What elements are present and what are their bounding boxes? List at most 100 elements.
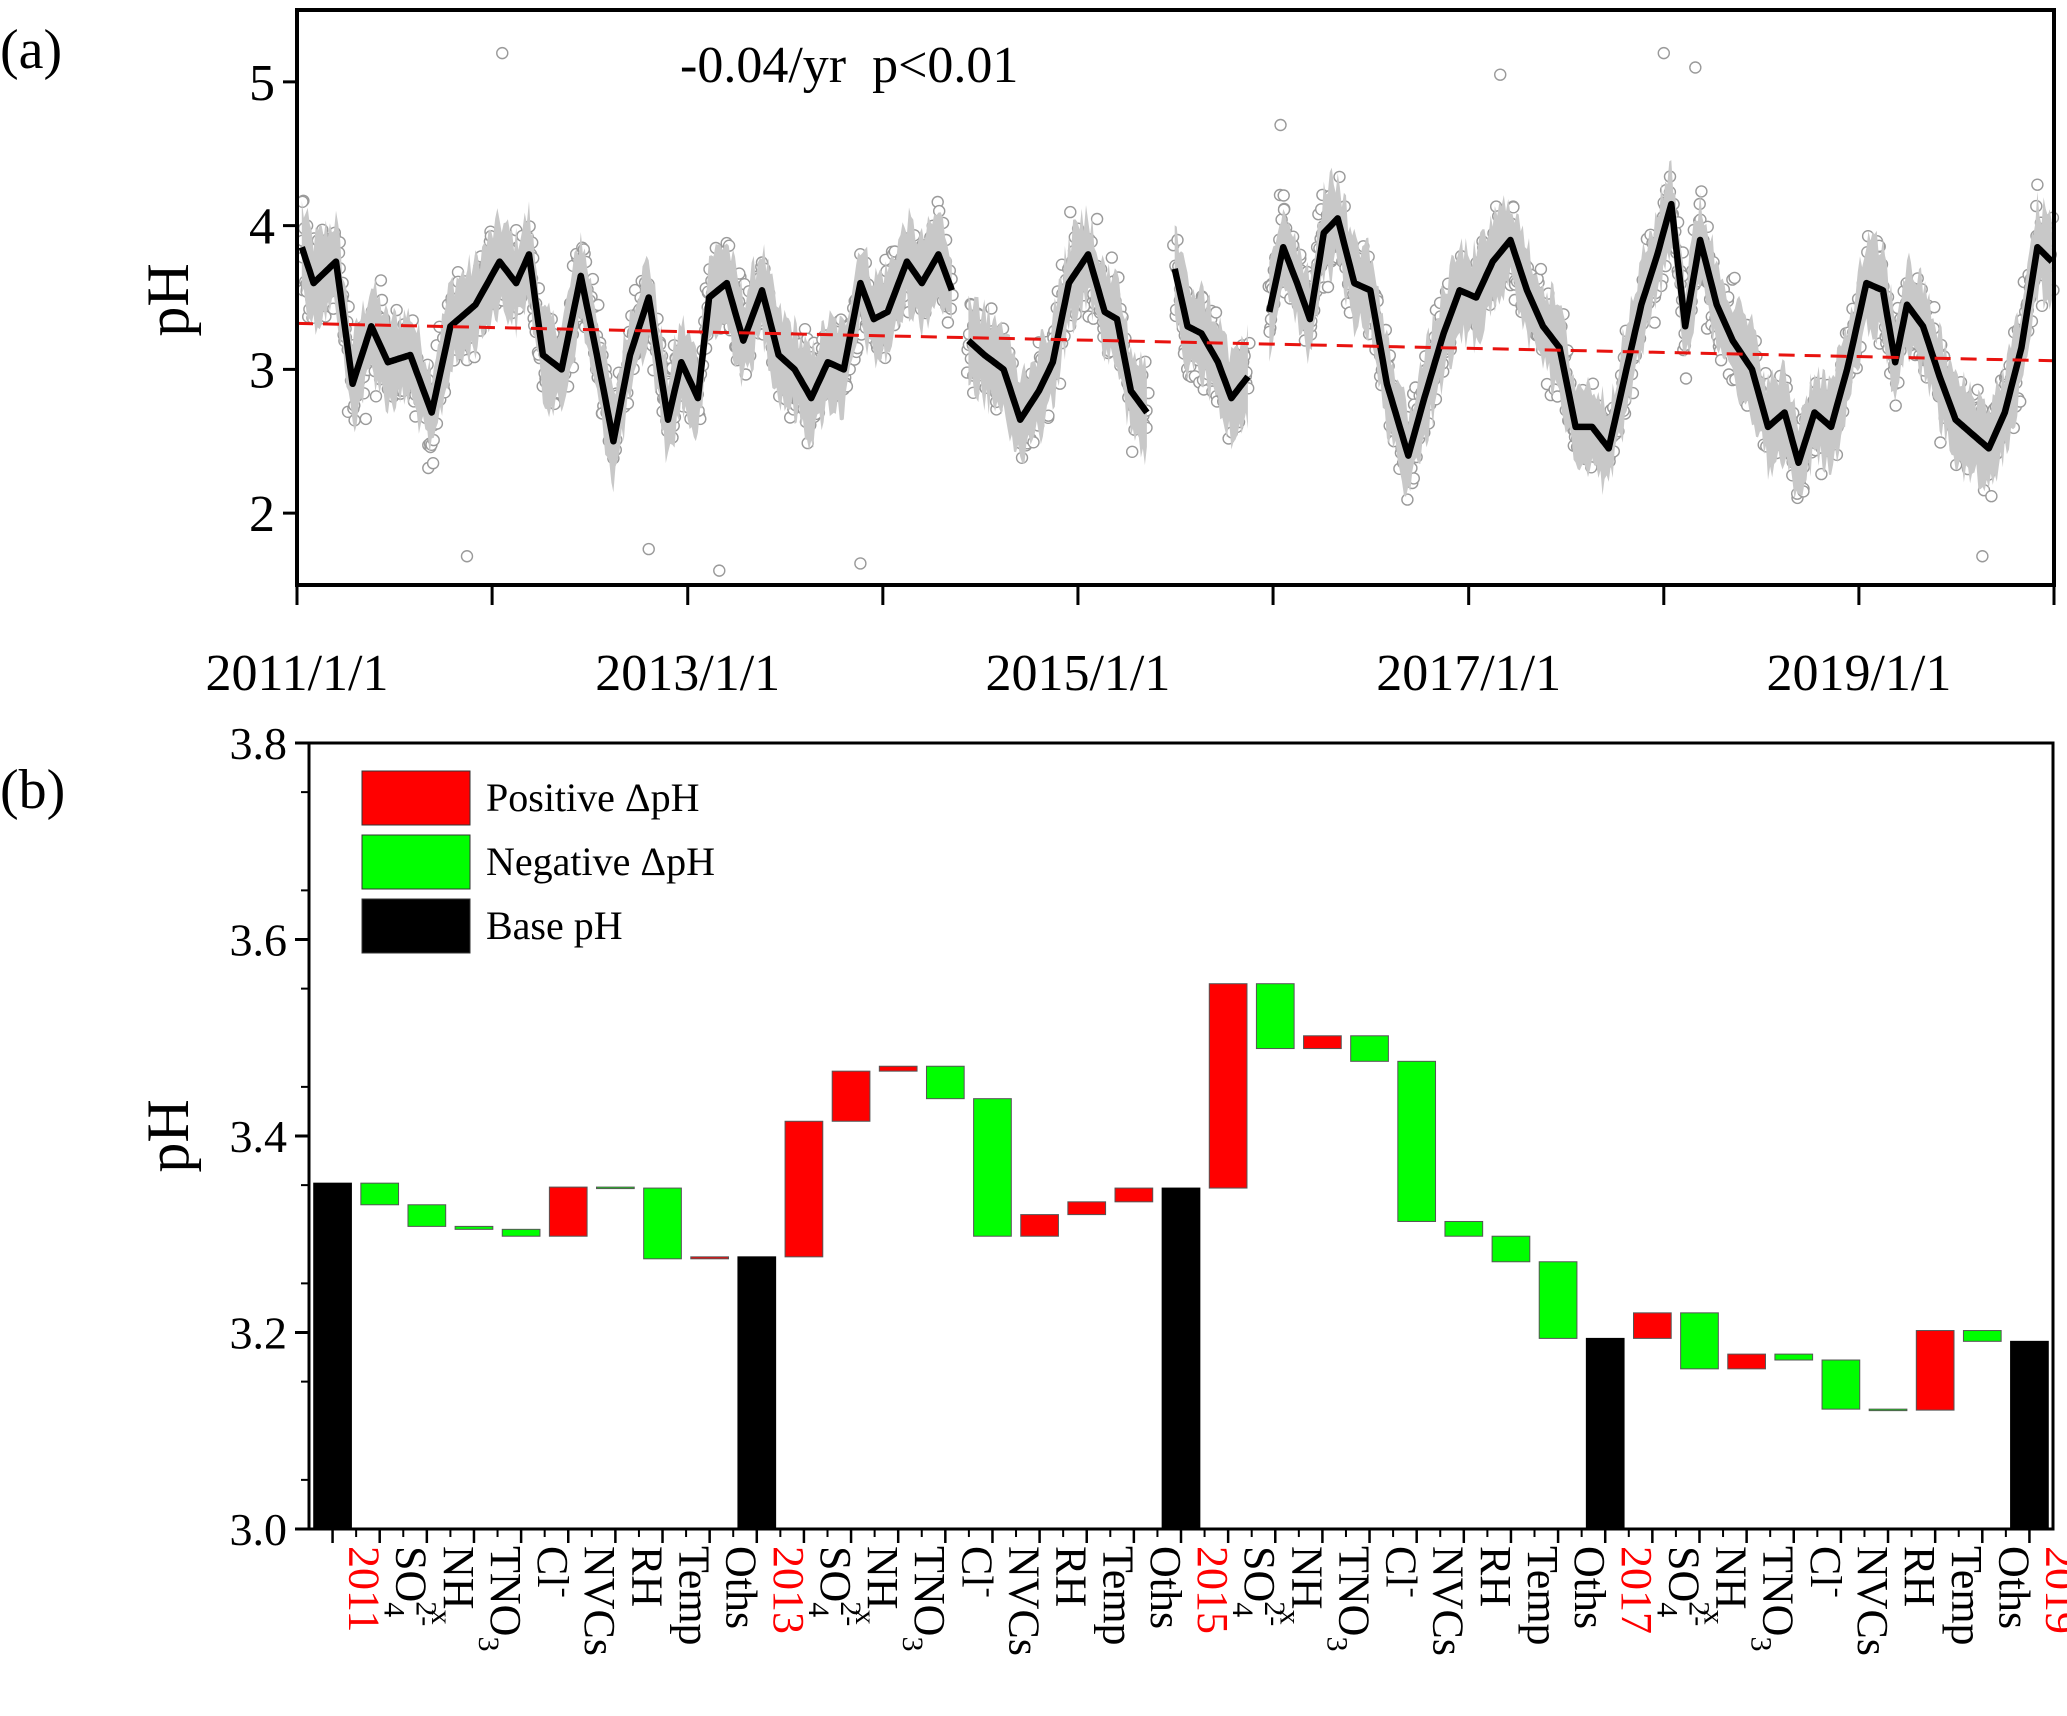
bar-positive <box>1020 1214 1059 1237</box>
y-tick-label: 4 <box>249 199 275 256</box>
category-label: SO42- <box>1226 1546 1291 1626</box>
label-subscript: 4 <box>1226 1602 1259 1617</box>
data-point <box>1985 490 1998 503</box>
category-label-text: Oths <box>1565 1546 1614 1629</box>
category-label: Cl- <box>1377 1546 1431 1598</box>
label-subscript: x <box>1697 1610 1730 1625</box>
bar-negative <box>501 1228 541 1237</box>
category-label-text: SO42- <box>802 1546 867 1626</box>
category-label: Oths <box>1141 1546 1190 1629</box>
label-superscript: 2- <box>1258 1601 1291 1626</box>
category-label-text: NHx <box>425 1546 483 1625</box>
bar-negative <box>1444 1220 1484 1237</box>
data-point <box>1125 445 1139 458</box>
data-point <box>359 412 372 426</box>
data-point <box>1695 185 1708 198</box>
label-subscript: 4 <box>378 1602 411 1617</box>
category-label-text: Cl- <box>1801 1546 1855 1598</box>
y-tick-label: 3.6 <box>230 915 288 966</box>
legend-label: Positive ΔpH <box>486 775 700 820</box>
data-point <box>1277 189 1290 202</box>
category-label: Oths <box>1565 1546 1614 1629</box>
bar-negative <box>973 1098 1012 1237</box>
label-base: TNO <box>905 1546 954 1636</box>
label-base: SO <box>811 1546 860 1602</box>
label-superscript: - <box>549 1588 582 1598</box>
bar-negative <box>643 1187 682 1260</box>
x-tick-label: 2013/1/1 <box>595 645 780 702</box>
category-label-text: Oths <box>1141 1546 1190 1629</box>
label-subscript: 3 <box>896 1636 929 1651</box>
category-label-text: Cl- <box>952 1546 1006 1598</box>
category-label: 2013 <box>764 1546 813 1634</box>
bar-negative <box>1962 1330 2002 1342</box>
label-base: NH <box>434 1546 483 1610</box>
category-label-text: RH <box>622 1546 671 1607</box>
category-label-text: 2015 <box>1188 1546 1237 1634</box>
category-label: NVCs <box>1848 1546 1897 1656</box>
category-label-text: NVCs <box>1424 1546 1473 1656</box>
data-point <box>1090 212 1104 226</box>
data-point <box>1105 251 1119 264</box>
category-label: RH <box>622 1546 671 1607</box>
category-label-text: NVCs <box>575 1546 624 1656</box>
data-point <box>1976 550 1989 563</box>
data-point <box>1657 46 1670 60</box>
data-point <box>460 550 474 563</box>
category-label: TNO3 <box>472 1546 530 1651</box>
bar-positive <box>1208 983 1248 1189</box>
running-mean-line <box>966 251 1150 423</box>
bar-positive <box>1114 1187 1154 1203</box>
bar-positive <box>1632 1312 1672 1339</box>
y-tick-label: 3.2 <box>230 1308 288 1359</box>
category-label-text: TNO3 <box>896 1546 954 1651</box>
bar-negative <box>925 1065 965 1100</box>
label-base: Cl <box>1377 1546 1426 1588</box>
x-axis-ticks <box>331 1529 2031 1543</box>
data-point <box>1321 280 1335 294</box>
category-label: Cl- <box>952 1546 1006 1598</box>
category-label-text: NVCs <box>1848 1546 1897 1656</box>
category-label-text: Oths <box>1989 1546 2038 1629</box>
label-superscript: - <box>1398 1588 1431 1598</box>
running-mean-line <box>1171 268 1251 402</box>
category-label-text: Temp <box>1942 1546 1991 1646</box>
bar-negative <box>407 1204 447 1227</box>
label-subscript: 3 <box>1745 1636 1778 1651</box>
data-point <box>1689 61 1702 74</box>
bar-negative <box>596 1186 635 1190</box>
data-point <box>985 302 998 315</box>
y-axis-ticks: 2 3 4 5 <box>249 55 297 543</box>
y-tick-label: 3.4 <box>230 1111 288 1162</box>
category-label: 2019 <box>2036 1546 2067 1634</box>
data-point <box>2031 178 2044 191</box>
category-label-text: NHx <box>1273 1546 1331 1625</box>
label-base: TNO <box>1754 1546 1803 1636</box>
category-label-text: TNO3 <box>1745 1546 1803 1651</box>
data-point <box>1889 399 1902 412</box>
label-superscript: 2- <box>410 1601 443 1626</box>
uncertainty-band-segment <box>1174 225 1248 450</box>
legend-label: Base pH <box>486 903 623 948</box>
bar-positive <box>690 1256 730 1260</box>
bar-base <box>1585 1337 1625 1530</box>
bar-positive <box>1915 1330 1955 1411</box>
category-label: NHx <box>1273 1546 1331 1625</box>
y-tick-label: 5 <box>249 55 275 112</box>
category-label: Oths <box>717 1546 766 1629</box>
category-label: RH <box>1047 1546 1096 1607</box>
data-point <box>1401 493 1414 506</box>
uncertainty-band-segment <box>301 200 952 493</box>
panel-a-time-series: (a) 2 3 4 5 2011/1/1 2013/1/1 2015/1/1 2017/1/… <box>0 8 2060 702</box>
data-point <box>496 46 509 60</box>
data-point <box>426 457 440 470</box>
category-label: Cl- <box>528 1546 582 1598</box>
y-tick-label: 2 <box>249 486 275 543</box>
category-label-text: TNO3 <box>1320 1546 1378 1651</box>
category-label-text: Temp <box>1518 1546 1567 1646</box>
data-point <box>390 303 403 317</box>
category-label-text: 2011 <box>340 1546 389 1632</box>
trend-line <box>296 321 2055 363</box>
x-tick-label: 2011/1/1 <box>206 645 389 702</box>
label-subscript: 4 <box>1650 1602 1683 1617</box>
